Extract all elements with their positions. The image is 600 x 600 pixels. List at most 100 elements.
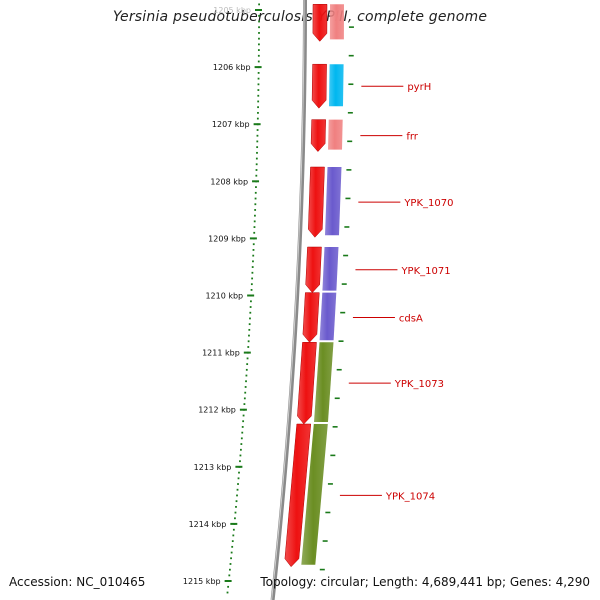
minor-tick [258, 14, 260, 17]
minor-tick [256, 129, 259, 131]
minor-tick [250, 283, 253, 286]
minor-tick [257, 106, 259, 109]
minor-tick [234, 517, 236, 520]
tick-label: 1207 kbp [212, 120, 250, 129]
minor-tick [246, 363, 249, 366]
gene-arrow [312, 4, 328, 42]
gene-label: YPK_1074 [385, 491, 435, 502]
gene-label: YPK_1073 [394, 379, 444, 390]
minor-tick [230, 551, 233, 554]
gene-block [329, 64, 344, 107]
kbp-ticks: 1205 kbp 1206 kbp 1207 kbp 1208 kbp 1209 kbp… [183, 3, 354, 594]
minor-tick [256, 151, 258, 154]
gene-arrow [302, 292, 320, 343]
minor-tick [244, 391, 247, 394]
map-title: Yersinia pseudotuberculosis YPIII, compl… [112, 9, 488, 25]
tick-label: 1206 kbp [213, 63, 251, 72]
minor-tick [257, 49, 260, 51]
minor-tick [254, 197, 257, 200]
tick-label: 1210 kbp [205, 292, 243, 301]
minor-tick [243, 403, 246, 405]
backbone-line [270, 0, 307, 600]
gene-arrow [311, 63, 327, 109]
minor-tick [236, 488, 239, 491]
minor-tick [258, 37, 260, 40]
tick-label: 1213 kbp [194, 463, 232, 472]
minor-tick [258, 3, 260, 6]
minor-tick [255, 157, 258, 160]
minor-tick [246, 357, 249, 360]
minor-tick [247, 346, 250, 348]
minor-tick [257, 77, 260, 80]
minor-tick [256, 140, 259, 143]
minor-tick [257, 83, 260, 86]
minor-tick [232, 528, 235, 531]
minor-tick [231, 545, 234, 548]
minor-tick [243, 397, 246, 400]
minor-tick [256, 134, 259, 137]
gene-label: pyrH [407, 82, 431, 93]
tick-label: 1209 kbp [208, 234, 246, 243]
minor-tick [257, 100, 260, 103]
minor-tick [239, 460, 241, 463]
tick-label: 1205 kbp [213, 6, 251, 15]
minor-tick [248, 323, 251, 326]
minor-tick [235, 500, 238, 503]
genome-backbone [270, 0, 307, 600]
minor-tick [254, 209, 257, 211]
minor-tick [236, 494, 238, 497]
minor-tick [240, 448, 242, 451]
minor-tick [248, 328, 251, 331]
minor-tick [238, 471, 240, 474]
minor-tick [241, 431, 244, 434]
minor-tick [251, 277, 254, 280]
minor-tick [256, 117, 259, 120]
minor-tick [229, 563, 232, 565]
tick-label: 1215 kbp [183, 577, 221, 586]
minor-tick [245, 380, 247, 383]
gene-block [319, 292, 337, 341]
minor-tick [231, 540, 234, 543]
minor-tick [251, 266, 254, 268]
minor-tick [237, 477, 240, 480]
minor-tick [240, 443, 243, 445]
minor-tick [249, 306, 252, 308]
minor-tick [253, 226, 256, 228]
minor-tick [257, 89, 260, 91]
minor-tick [254, 214, 256, 217]
gene-arrow [308, 166, 325, 238]
minor-tick [249, 311, 252, 314]
minor-tick [242, 420, 245, 423]
minor-tick [235, 505, 237, 508]
gene-arrow [297, 342, 317, 425]
tick-label: 1211 kbp [202, 349, 240, 358]
minor-tick [242, 414, 245, 417]
minor-tick [253, 220, 256, 223]
minor-tick [244, 386, 247, 388]
minor-tick [255, 186, 257, 189]
minor-tick [257, 60, 260, 63]
gene-arrow [284, 423, 312, 568]
minor-tick [237, 483, 239, 485]
gene-label: frr [406, 132, 418, 143]
backbone-highlight [271, 0, 305, 600]
minor-tick [258, 20, 260, 23]
minor-tick [258, 26, 260, 29]
minor-tick [251, 271, 254, 274]
gene-label: YPK_1070 [403, 198, 453, 209]
minor-tick [228, 574, 231, 577]
tick-label: 1208 kbp [210, 177, 248, 186]
minor-tick [247, 340, 250, 343]
minor-tick [253, 231, 256, 234]
minor-tick [254, 203, 257, 206]
minor-tick [229, 568, 231, 571]
gene-track [284, 4, 344, 568]
tick-label: 1214 kbp [189, 520, 227, 529]
gene-block [325, 167, 342, 236]
gene-arrow [310, 119, 326, 152]
minor-tick [245, 374, 248, 377]
tick-label: 1212 kbp [198, 406, 236, 415]
minor-tick [250, 288, 253, 291]
gene-label: cdsA [399, 313, 423, 324]
minor-tick [226, 591, 229, 594]
